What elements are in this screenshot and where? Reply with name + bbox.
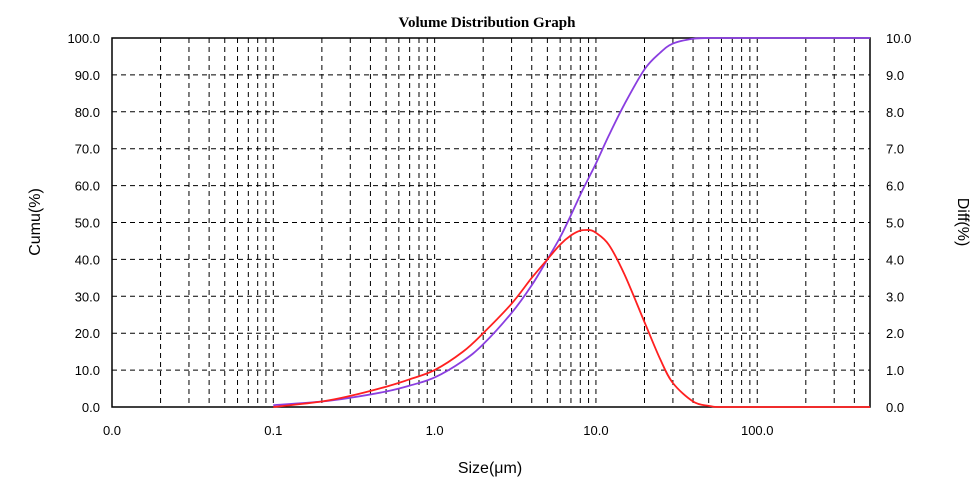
x-axis-ticks: 0.0 0.1 1.0 10.0 100.0 (103, 423, 774, 438)
y2-axis-ticks: 0.0 1.0 2.0 3.0 4.0 5.0 6.0 7.0 8.0 9.0 10.0 (886, 31, 911, 415)
chart-title: Volume Distribution Graph (399, 15, 577, 31)
x-tick-label: 100.0 (741, 423, 774, 438)
y2-tick-label: 4.0 (886, 252, 904, 267)
y2-tick-label: 1.0 (886, 363, 904, 378)
cumulative-series-line (273, 37, 870, 407)
y-tick-label: 10.0 (75, 363, 100, 378)
y2-tick-label: 0.0 (886, 400, 904, 415)
y-axis-label: Cumu(%) (27, 188, 44, 256)
y-tick-label: 50.0 (75, 216, 100, 231)
y-tick-label: 0.0 (82, 400, 100, 415)
y2-tick-label: 3.0 (886, 289, 904, 304)
y-tick-label: 60.0 (75, 179, 100, 194)
y2-axis-label: Diff(%) (954, 198, 971, 247)
y2-tick-label: 8.0 (886, 105, 904, 120)
x-tick-label: 0.0 (103, 423, 121, 438)
y2-tick-label: 5.0 (886, 216, 904, 231)
y2-tick-label: 10.0 (886, 31, 911, 46)
y-tick-label: 100.0 (67, 31, 100, 46)
y-tick-label: 20.0 (75, 326, 100, 341)
y-axis-ticks: 0.0 10.0 20.0 30.0 40.0 50.0 60.0 70.0 80.0 90.0 1… (67, 31, 100, 415)
y-tick-label: 40.0 (75, 252, 100, 267)
y-tick-label: 70.0 (75, 142, 100, 157)
y2-tick-label: 9.0 (886, 68, 904, 83)
x-tick-label: 10.0 (583, 423, 608, 438)
y-tick-label: 90.0 (75, 68, 100, 83)
x-tick-label: 1.0 (426, 423, 444, 438)
y2-tick-label: 7.0 (886, 142, 904, 157)
grid-lines (112, 38, 870, 407)
differential-series-line (273, 228, 870, 408)
x-axis-label: Size(μm) (458, 460, 522, 477)
y-tick-label: 30.0 (75, 289, 100, 304)
y-tick-label: 80.0 (75, 105, 100, 120)
plot-frame (111, 37, 871, 408)
x-tick-label: 0.1 (264, 423, 282, 438)
series-lines (273, 37, 870, 408)
y2-tick-label: 2.0 (886, 326, 904, 341)
y2-tick-label: 6.0 (886, 179, 904, 194)
